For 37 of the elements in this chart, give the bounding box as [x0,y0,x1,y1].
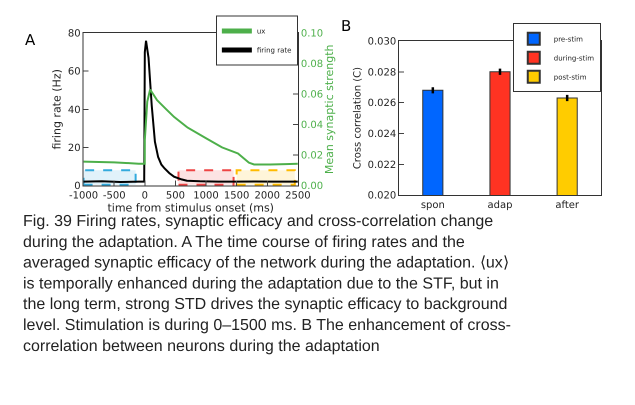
x-tick-label: -1000 [69,190,98,202]
x-tick-label: 2000 [254,190,280,202]
x-axis-title: time from stimulus onset (ms) [107,201,274,214]
y-axis-title: firing rate (Hz) [50,69,64,150]
text: B [341,17,352,35]
x-tick-label: -500 [102,190,126,202]
x-tick-label: 1500 [224,190,250,202]
y2-tick-label: 0.02 [300,150,324,162]
caption: Fig. 39 Firing rates, synaptic efficacy and cross-correlation change during the adaptation. A The time course of firing rates and the averaged synaptic efficacy of the network during the adaptation. ⟨ux⟩ is temporally enhanced during the adaptation due to the STF, but in the long term, strong STD drives the synaptic efficacy to background level. Stimulation is during 0–1500 ms. B The enhancement of cross-correlation between neurons during the adaptation [23,213,511,355]
y2-tick-label: 0.10 [300,28,324,40]
y-tick-label: 0 [74,180,81,192]
line-series [84,88,298,166]
line-series [84,40,298,184]
x-tick-label: 1000 [193,190,219,202]
x-tick-label: 2500 [285,190,311,202]
y-tick-label: 40 [68,104,81,116]
y-tick-label: 0.022 [368,160,396,171]
y-tick-label: 20 [68,142,81,154]
text: A [25,31,36,49]
y-tick-label: 0.030 [368,36,396,48]
y-tick-label: 0.020 [368,190,396,202]
y-tick-label: 0.026 [368,98,396,110]
y2-axis-title: Mean synaptic strength [323,44,336,174]
y-axis-title: Cross correlation (C) [352,66,364,170]
x-tick-label: after [555,200,580,212]
y-tick-label: 0.028 [368,67,396,78]
y2-tick-label: 0.06 [300,90,324,101]
y2-tick-label: 0.04 [300,120,324,132]
y2-tick-label: 0.08 [300,59,324,70]
x-tick-label: adap [488,200,512,212]
x-tick-label: 0 [142,190,148,202]
y2-tick-label: 0.00 [300,180,324,192]
y-tick-label: 60 [68,66,81,78]
x-tick-label: 500 [166,190,185,202]
y-tick-label: 80 [68,28,81,40]
x-tick-label: spon [420,200,445,212]
y-tick-label: 0.024 [368,128,396,140]
